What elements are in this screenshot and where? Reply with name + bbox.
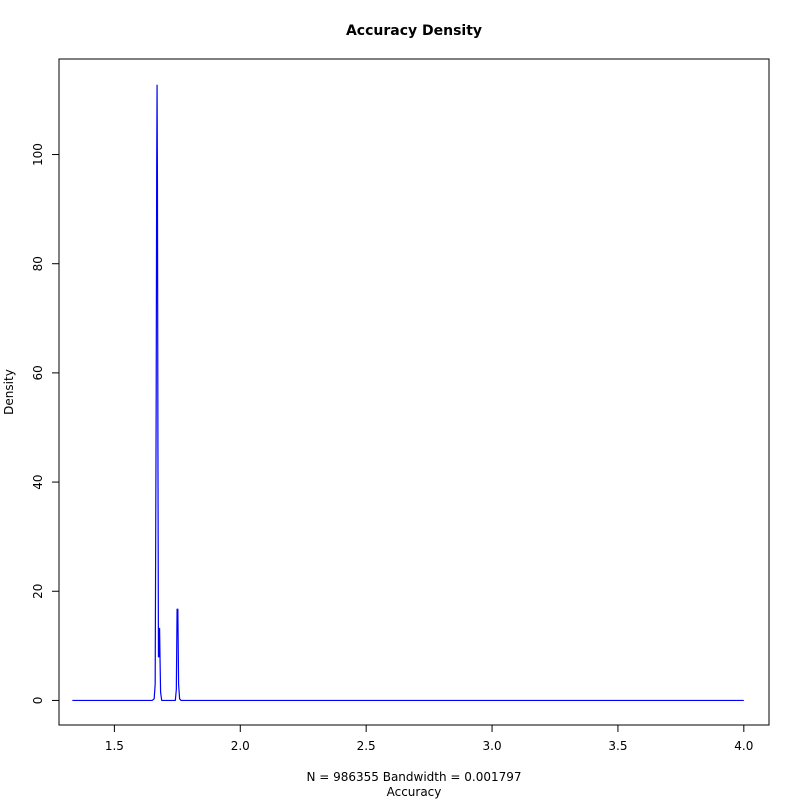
x-tick-label: 2.5 <box>357 739 376 753</box>
density-line <box>72 84 744 702</box>
y-tick-label: 80 <box>31 256 45 271</box>
y-tick-label: 0 <box>31 697 45 705</box>
x-tick-label: 3.0 <box>483 739 502 753</box>
x-axis-title: Accuracy <box>387 785 442 799</box>
x-axis: 1.5 2.0 2.5 3.0 3.5 4.0 <box>105 724 753 753</box>
y-tick-label: 60 <box>31 365 45 380</box>
x-tick-label: 3.5 <box>608 739 627 753</box>
y-tick-label: 20 <box>31 584 45 599</box>
x-tick-label: 4.0 <box>734 739 753 753</box>
y-tick-label: 40 <box>31 474 45 489</box>
x-tick-label: 1.5 <box>105 739 124 753</box>
plot-frame <box>58 58 770 726</box>
x-tick-label: 2.0 <box>231 739 250 753</box>
y-axis: 0 20 40 60 80 100 <box>31 143 60 705</box>
chart-title: Accuracy Density <box>346 23 482 39</box>
y-tick-label: 100 <box>31 143 45 166</box>
y-axis-title: Density <box>2 369 16 415</box>
x-axis-sublabel: N = 986355 Bandwidth = 0.001797 <box>306 770 521 784</box>
